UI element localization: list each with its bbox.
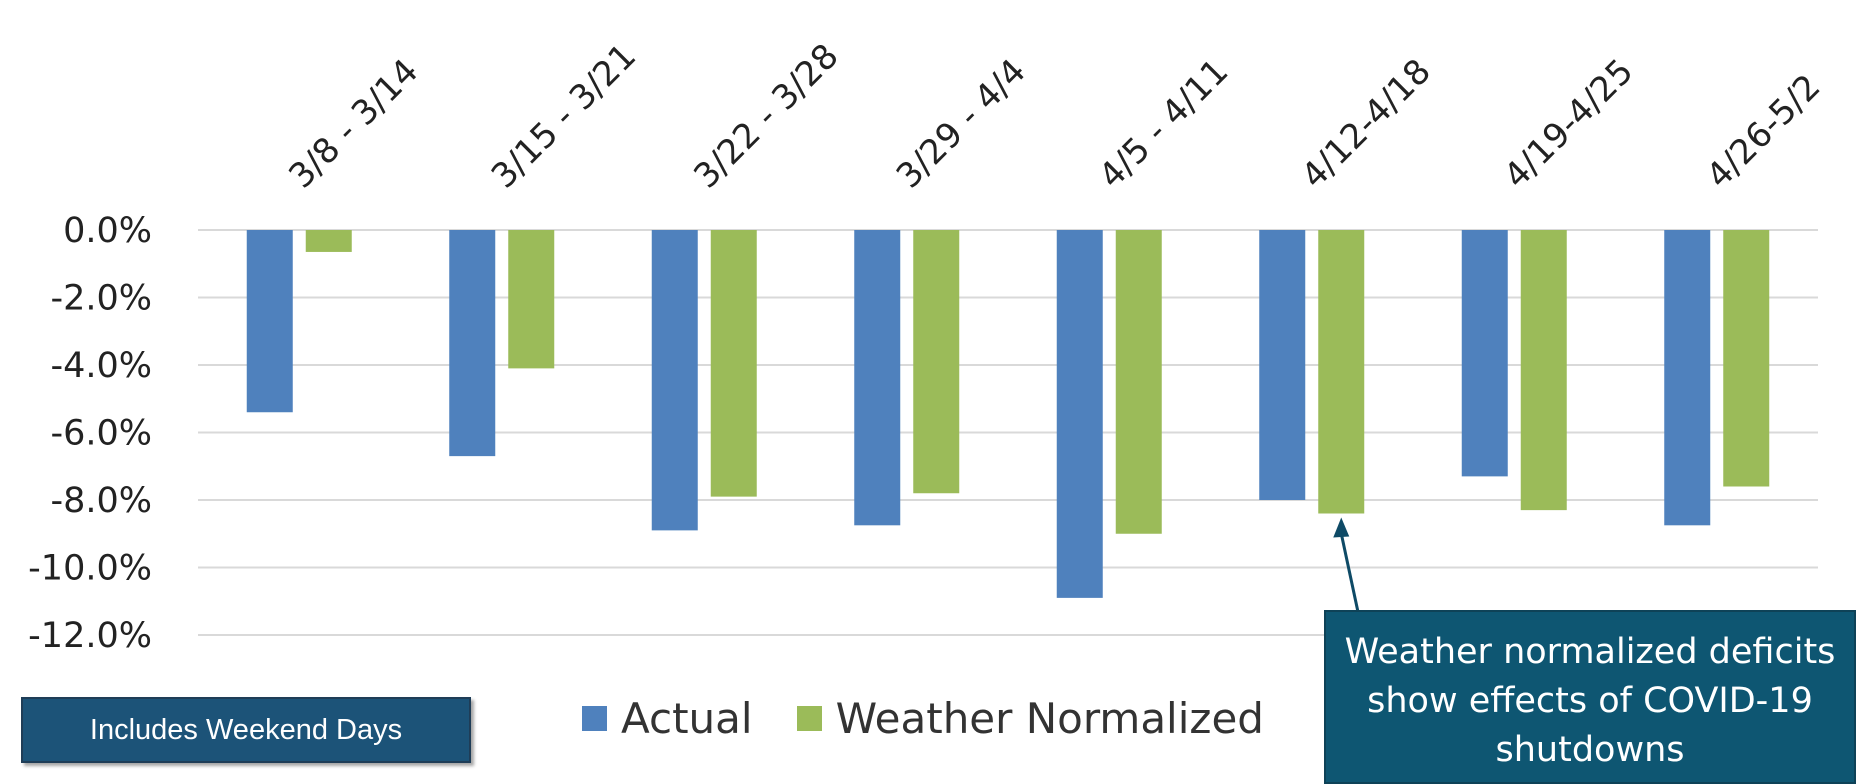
y-axis-tick-labels: 0.0% -2.0% -4.0% -6.0% -8.0% -10.0% -12.0% xyxy=(28,211,152,656)
bar-weather-normalized xyxy=(1723,230,1770,487)
callout-line-2: show effects of COVID-19 xyxy=(1367,681,1813,721)
gridlines xyxy=(198,229,1818,636)
x-category-label: 3/29 - 4/4 xyxy=(889,51,1034,196)
bar-actual xyxy=(1259,230,1306,500)
y-tick-label: -10.0% xyxy=(28,549,152,589)
bar-actual xyxy=(246,230,293,413)
bar-actual xyxy=(651,230,698,531)
x-category-label: 3/22 - 3/28 xyxy=(686,36,846,196)
callout-arrow-head xyxy=(1333,517,1350,538)
x-category-label: 3/15 - 3/21 xyxy=(484,36,644,196)
bars xyxy=(246,230,1770,598)
bar-weather-normalized xyxy=(710,230,757,497)
bar-actual xyxy=(449,230,496,457)
x-category-label: 4/26-5/2 xyxy=(1699,67,1829,197)
bar-weather-normalized xyxy=(1115,230,1162,534)
bar-weather-normalized xyxy=(1520,230,1567,511)
callout-line-3: shutdowns xyxy=(1495,730,1685,770)
bar-actual xyxy=(1056,230,1103,598)
x-category-label: 3/8 - 3/14 xyxy=(281,51,426,196)
x-category-label: 4/5 - 4/11 xyxy=(1091,51,1236,196)
legend-label-weather-normalized: Weather Normalized xyxy=(835,694,1264,743)
legend-swatch-weather-normalized xyxy=(796,706,822,731)
legend-item-weather-normalized: Weather Normalized xyxy=(796,694,1264,743)
legend: Actual Weather Normalized xyxy=(582,694,1308,743)
legend-swatch-actual xyxy=(582,706,607,731)
y-tick-label: -6.0% xyxy=(50,414,152,454)
callout-arrow xyxy=(1333,517,1360,613)
bar-weather-normalized xyxy=(1318,230,1365,514)
bar-actual xyxy=(1664,230,1711,526)
bar-weather-normalized xyxy=(913,230,960,494)
y-tick-label: -2.0% xyxy=(50,279,152,319)
y-tick-label: -8.0% xyxy=(50,481,152,521)
x-category-label: 4/19-4/25 xyxy=(1496,51,1641,196)
bar-weather-normalized xyxy=(305,230,352,252)
y-tick-label: 0.0% xyxy=(63,211,152,251)
covid-callout-box: Weather normalized deficits show effects… xyxy=(1324,610,1856,784)
y-tick-label: -4.0% xyxy=(50,346,152,386)
legend-label-actual: Actual xyxy=(621,694,753,743)
includes-weekend-days-note: Includes Weekend Days xyxy=(21,697,471,763)
bar-actual xyxy=(854,230,901,526)
legend-item-actual: Actual xyxy=(582,694,753,743)
bar-actual xyxy=(1461,230,1508,477)
callout-line-1: Weather normalized deficits xyxy=(1344,632,1836,672)
note-text: Includes Weekend Days xyxy=(89,713,403,746)
callout-arrow-line xyxy=(1339,533,1360,613)
y-tick-label: -12.0% xyxy=(28,616,152,656)
x-axis-category-labels: 3/8 - 3/14 3/15 - 3/21 3/22 - 3/28 3/29 - 4… xyxy=(281,36,1828,196)
bar-weather-normalized xyxy=(508,230,555,369)
x-category-label: 4/12-4/18 xyxy=(1294,51,1439,196)
